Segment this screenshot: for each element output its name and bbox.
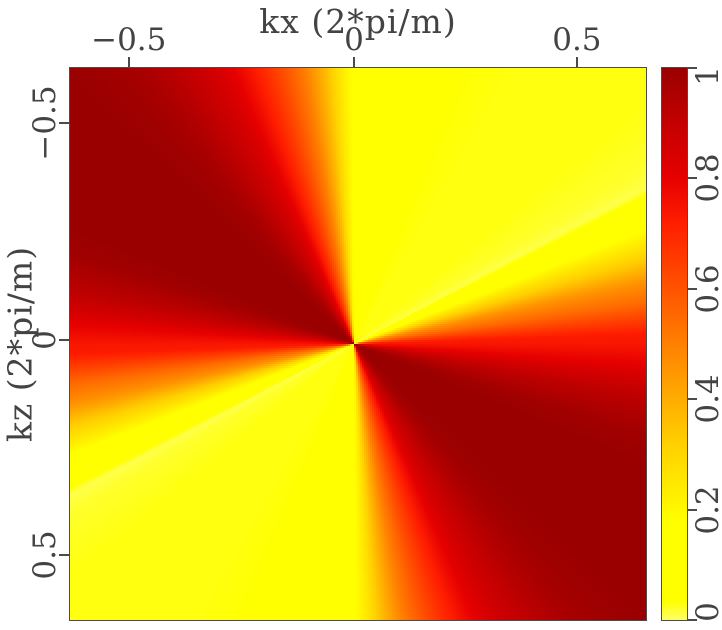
y-tick-mark (59, 122, 69, 125)
x-tick-label: 0.5 (552, 22, 602, 58)
colorbar-tick-mark (688, 619, 697, 621)
y-tick-mark (59, 553, 69, 556)
colorbar-tick-mark (688, 508, 697, 511)
colorbar-tick-label: 0.6 (690, 264, 722, 314)
colorbar-tick-label: 0.8 (690, 153, 722, 204)
x-tick-mark (127, 57, 130, 67)
colorbar (661, 67, 688, 621)
x-tick-label: 0 (344, 22, 364, 58)
y-tick-label: −0.5 (27, 85, 63, 161)
y-tick-label: 0.5 (27, 530, 63, 580)
colorbar-tick-label: 0.4 (690, 374, 722, 424)
x-tick-mark (352, 57, 355, 67)
colorbar-tick-label: 1 (690, 66, 722, 86)
colorbar-tick-label: 0.2 (690, 484, 722, 535)
y-tick-label: 0 (27, 330, 63, 350)
x-axis-title: kx (2*pi/m) (259, 2, 457, 41)
heatmap-canvas (70, 68, 646, 620)
colorbar-tick-mark (688, 287, 697, 290)
colorbar-tick-mark (688, 398, 697, 401)
x-tick-mark (575, 57, 578, 67)
heatmap (69, 67, 647, 621)
colorbar-tick-label: 0 (690, 602, 722, 622)
colorbar-tick-mark (688, 67, 697, 69)
x-tick-label: −0.5 (91, 22, 167, 58)
colorbar-gradient (662, 68, 687, 620)
colorbar-tick-mark (688, 177, 697, 180)
y-tick-mark (59, 339, 69, 342)
